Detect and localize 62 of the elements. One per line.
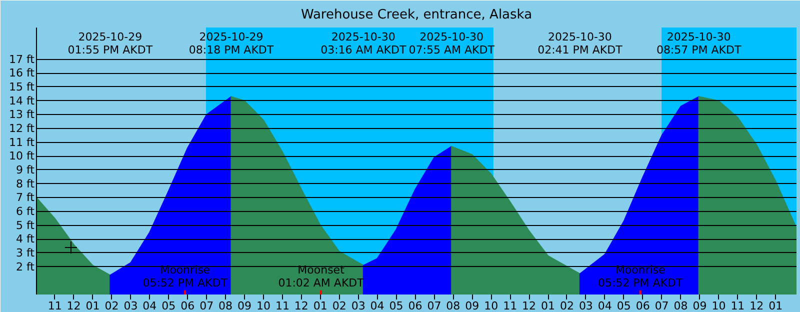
x-tick-label: 01 — [313, 300, 328, 312]
y-tick-label: 9 ft — [16, 163, 36, 176]
x-tick-label: 02 — [104, 300, 119, 312]
y-tick-label: 5 ft — [16, 218, 36, 232]
y-tick-label: 11 ft — [9, 136, 36, 149]
x-tick-label: 05 — [616, 300, 631, 312]
x-tick-label: 12 — [750, 300, 764, 312]
annotation: 2025-10-30 08:57 PM AKDT — [656, 30, 742, 56]
x-tick-label: 01 — [86, 300, 100, 312]
x-tick-label: 12 — [522, 300, 536, 312]
ref-line-label: Moonrise 05:52 PM AKDT — [142, 264, 228, 290]
y-tick-label: 17 ft — [9, 52, 36, 66]
x-tick-label: 10 — [484, 300, 498, 312]
y-tick-label: 13 ft — [9, 108, 36, 122]
ref-line-label: Moonrise 05:52 PM AKDT — [598, 264, 683, 290]
x-tick-label: 08 — [218, 300, 233, 312]
x-tick-label: 02 — [560, 300, 574, 312]
y-tick-label: 2 ft — [16, 260, 36, 274]
x-tick-label: 04 — [598, 300, 612, 312]
chart-title: Warehouse Creek, entrance, Alaska — [300, 8, 532, 22]
x-tick-label: 11 — [730, 300, 745, 312]
x-tick-label: 03 — [124, 300, 138, 312]
y-tick-label: 8 ft — [16, 177, 36, 190]
x-tick-label: 03 — [578, 300, 593, 312]
x-tick-label: 10 — [256, 300, 270, 312]
y-tick-label: 15 ft — [9, 80, 36, 94]
y-tick-label: 14 ft — [9, 94, 36, 108]
x-tick-label: 05 — [389, 300, 404, 312]
x-tick-label: 01 — [541, 300, 556, 312]
x-tick-label: 12 — [294, 300, 308, 312]
x-tick-label: 07 — [654, 300, 669, 312]
y-tick-label: 4 ft — [16, 232, 36, 246]
x-tick-label: 09 — [692, 300, 707, 312]
x-tick-label: 06 — [636, 300, 650, 312]
x-tick-label: 11 — [275, 300, 290, 312]
x-tick-label: 07 — [427, 300, 442, 312]
x-tick-label: 11 — [503, 300, 518, 312]
x-tick-label: 03 — [351, 300, 366, 312]
annotation: 2025-10-30 03:16 AM AKDT — [320, 30, 406, 56]
annotation: 2025-10-29 01:55 PM AKDT — [68, 30, 153, 56]
x-tick-label: 04 — [142, 300, 157, 312]
y-tick-label: 7 ft — [16, 191, 36, 204]
x-tick-label: 09 — [465, 300, 480, 312]
y-tick-label: 3 ft — [16, 246, 36, 260]
y-tick-label: 16 ft — [9, 66, 36, 80]
x-tick-label: 04 — [370, 300, 384, 312]
y-tick-label: 12 ft — [9, 122, 36, 135]
x-tick-label: 09 — [238, 300, 252, 312]
x-tick-label: 06 — [180, 300, 195, 312]
y-tick-label: 6 ft — [16, 204, 36, 218]
x-tick-label: 08 — [674, 300, 688, 312]
x-tick-label: 06 — [408, 300, 422, 312]
annotation: 2025-10-30 02:41 PM AKDT — [538, 30, 623, 56]
x-tick-label: 08 — [446, 300, 460, 312]
x-tick-label: 11 — [48, 300, 62, 312]
x-tick-label: 07 — [200, 300, 214, 312]
x-tick-label: 01 — [768, 300, 783, 312]
x-tick-label: 12 — [66, 300, 81, 312]
y-tick-label: 10 ft — [9, 150, 36, 163]
x-tick-label: 05 — [162, 300, 176, 312]
x-tick-label: 02 — [332, 300, 346, 312]
x-tick-label: 10 — [712, 300, 726, 312]
